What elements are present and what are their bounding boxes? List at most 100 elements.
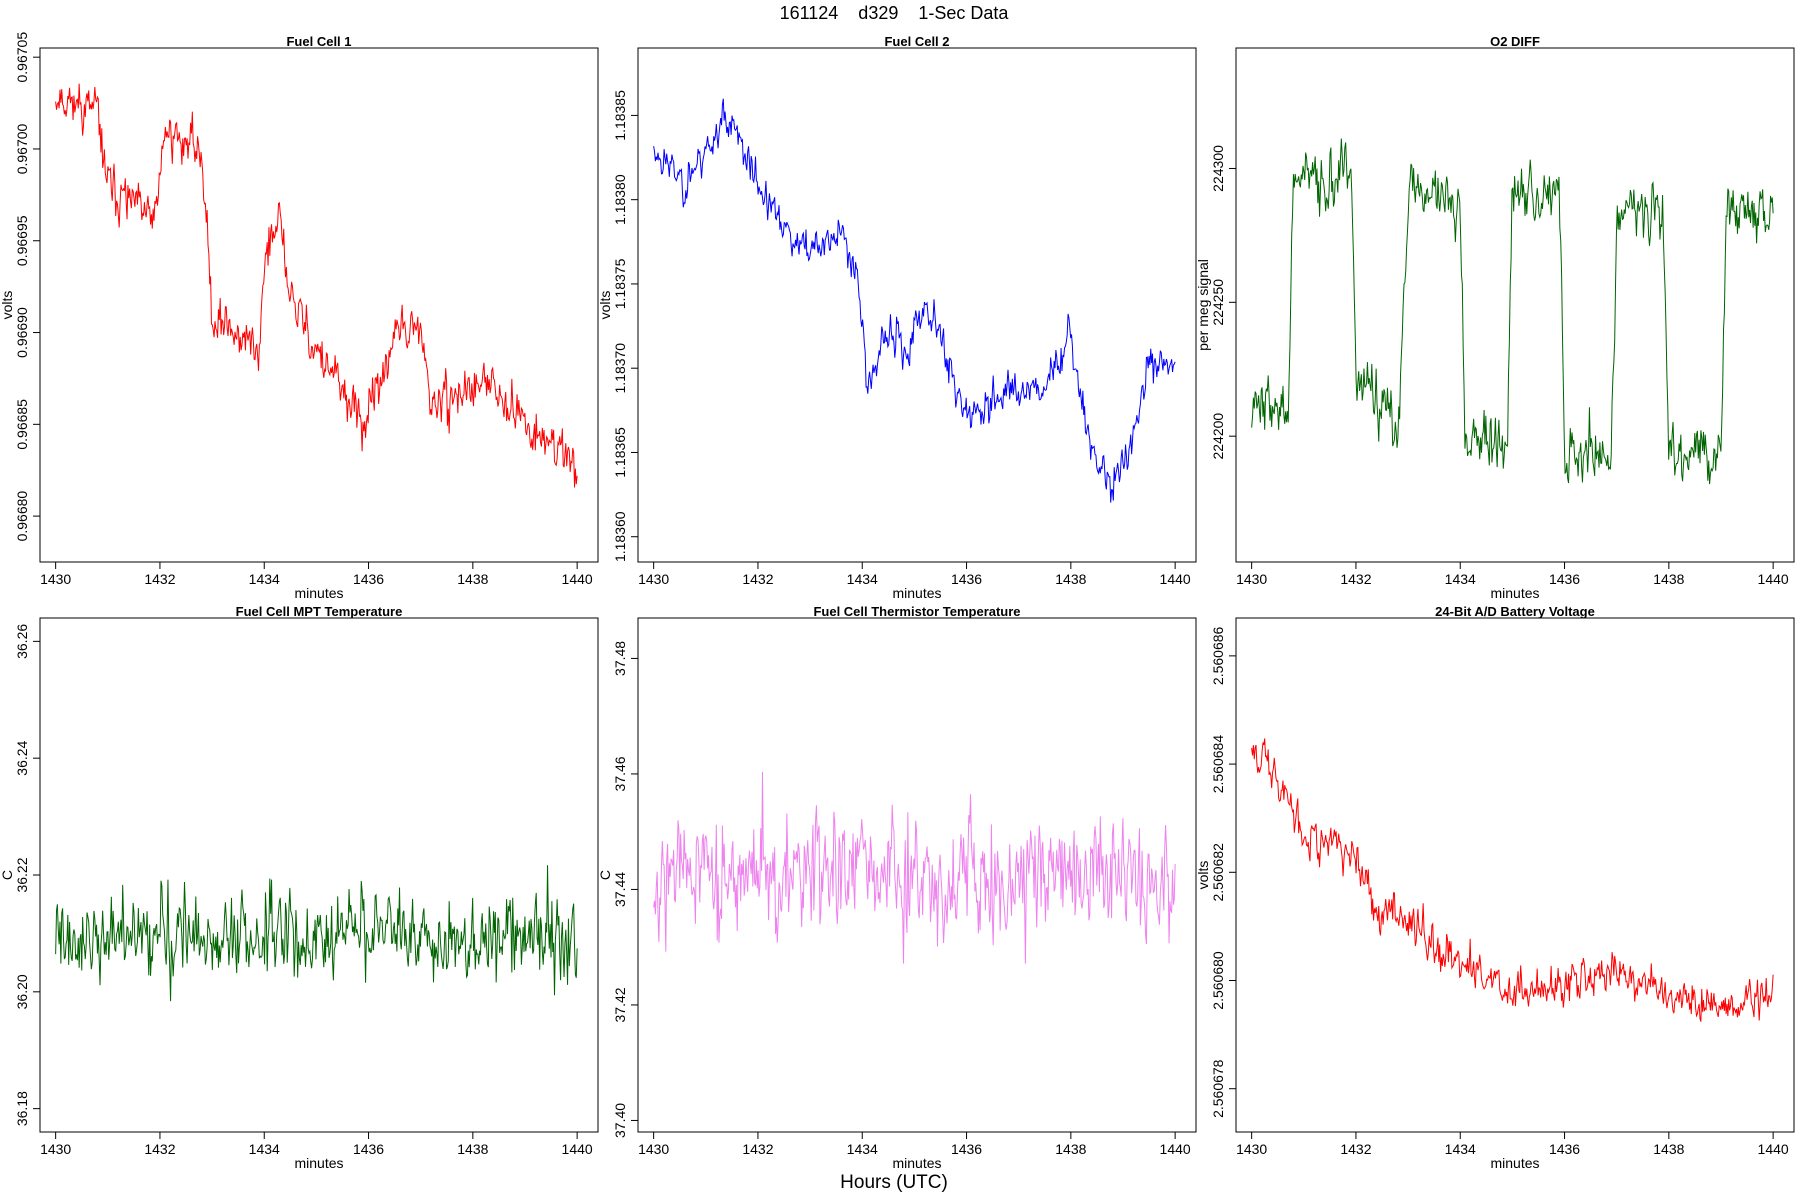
y-tick-label: 0.96695 (14, 215, 30, 266)
x-tick-label: 1440 (562, 1141, 593, 1157)
series-line (55, 83, 578, 488)
y-tick-label: 36.24 (14, 740, 30, 775)
y-tick-label: 37.42 (612, 987, 628, 1022)
x-tick-label: 1436 (1549, 571, 1580, 587)
figure-bottom-label: Hours (UTC) (840, 1172, 948, 1193)
x-tick-label: 1432 (144, 571, 175, 587)
chart-panel-4: Fuel Cell MPT Temperature 1430 1432 1434 143… (0, 604, 599, 1171)
x-tick-label: 1430 (638, 571, 669, 587)
y-tick-label: 37.46 (612, 756, 628, 791)
y-tick-label: 36.18 (14, 1091, 30, 1126)
chart-panel-3: O2 DIFF 1430 1432 1434 1436 1438 1440 minutes 22… (1195, 34, 1795, 601)
x-tick-label: 1430 (1236, 571, 1267, 587)
x-tick-label: 1430 (40, 1141, 71, 1157)
x-tick-label: 1434 (847, 1141, 878, 1157)
y-tick-label: 2.560686 (1210, 626, 1226, 685)
y-tick-label: 2.560680 (1210, 951, 1226, 1010)
y-axis-label: volts (1195, 861, 1211, 890)
series-line (653, 771, 1176, 964)
figure-suptitle: 161124 d329 1-Sec Data (780, 3, 1010, 23)
x-tick-label: 1434 (1445, 571, 1476, 587)
x-tick-label: 1434 (249, 571, 280, 587)
panel-title: Fuel Cell 1 (286, 34, 351, 49)
panel-grid: Fuel Cell 1 1430 1432 1434 1436 1438 1440 minut… (0, 32, 1795, 1171)
x-axis-label: minutes (1490, 1155, 1539, 1171)
x-tick-label: 1434 (249, 1141, 280, 1157)
y-tick-label: 1.18385 (612, 90, 628, 141)
y-tick-label: 1.18370 (612, 343, 628, 394)
panel-title: 24-Bit A/D Battery Voltage (1435, 604, 1595, 619)
chart-panel-2: Fuel Cell 2 1430 1432 1434 1436 1438 1440 minut… (597, 34, 1197, 601)
y-tick-label: 1.18380 (612, 174, 628, 225)
x-tick-label: 1440 (1758, 571, 1789, 587)
y-tick-label: 36.20 (14, 974, 30, 1009)
series-line (1251, 138, 1774, 485)
x-axis-label: minutes (892, 585, 941, 601)
x-tick-label: 1438 (457, 571, 488, 587)
y-axis-label: C (597, 870, 613, 880)
x-tick-label: 1440 (562, 571, 593, 587)
y-tick-label: 2.560682 (1210, 843, 1226, 902)
x-tick-label: 1434 (847, 571, 878, 587)
x-tick-label: 1434 (1445, 1141, 1476, 1157)
y-tick-label: 0.96685 (14, 399, 30, 450)
y-tick-label: 36.26 (14, 624, 30, 659)
x-tick-label: 1432 (742, 571, 773, 587)
y-tick-label: 224250 (1210, 279, 1226, 326)
x-tick-label: 1430 (1236, 1141, 1267, 1157)
y-tick-label: 37.40 (612, 1103, 628, 1138)
x-tick-label: 1430 (40, 571, 71, 587)
series-line (55, 865, 578, 1002)
panel-title: Fuel Cell Thermistor Temperature (813, 604, 1020, 619)
y-axis-label: volts (0, 291, 15, 320)
y-tick-label: 2.560678 (1210, 1059, 1226, 1118)
y-tick-label: 1.18365 (612, 427, 628, 478)
x-tick-label: 1432 (1340, 1141, 1371, 1157)
panel-title: Fuel Cell MPT Temperature (236, 604, 403, 619)
x-tick-label: 1436 (353, 571, 384, 587)
y-tick-label: 37.48 (612, 641, 628, 676)
chart-panel-5: Fuel Cell Thermistor Temperature 1430 1432… (597, 604, 1197, 1171)
x-tick-label: 1440 (1758, 1141, 1789, 1157)
y-tick-label: 0.96690 (14, 307, 30, 358)
y-axis-label: volts (597, 291, 613, 320)
x-tick-label: 1440 (1160, 1141, 1191, 1157)
x-tick-label: 1440 (1160, 571, 1191, 587)
series-line (1251, 738, 1774, 1022)
panel-title: O2 DIFF (1490, 34, 1540, 49)
x-axis-label: minutes (1490, 585, 1539, 601)
chart-panel-6: 24-Bit A/D Battery Voltage 1430 1432 1434 14… (1195, 604, 1795, 1171)
y-axis-label: C (0, 870, 15, 880)
x-axis-label: minutes (892, 1155, 941, 1171)
x-tick-label: 1430 (638, 1141, 669, 1157)
x-tick-label: 1436 (951, 571, 982, 587)
y-tick-label: 1.18375 (612, 258, 628, 309)
x-tick-label: 1438 (1055, 1141, 1086, 1157)
y-tick-label: 36.22 (14, 857, 30, 892)
x-tick-label: 1436 (1549, 1141, 1580, 1157)
y-tick-label: 1.18360 (612, 511, 628, 562)
y-tick-label: 2.560684 (1210, 735, 1226, 794)
panel-title: Fuel Cell 2 (884, 34, 949, 49)
y-tick-label: 224200 (1210, 413, 1226, 460)
y-tick-label: 224300 (1210, 145, 1226, 192)
x-tick-label: 1438 (1055, 571, 1086, 587)
y-tick-label: 0.96680 (14, 491, 30, 542)
y-tick-label: 37.44 (612, 872, 628, 907)
x-tick-label: 1436 (951, 1141, 982, 1157)
x-tick-label: 1438 (1653, 1141, 1684, 1157)
series-line (653, 98, 1176, 503)
x-tick-label: 1438 (457, 1141, 488, 1157)
x-tick-label: 1438 (1653, 571, 1684, 587)
x-tick-label: 1432 (742, 1141, 773, 1157)
y-tick-label: 0.96700 (14, 123, 30, 174)
x-axis-label: minutes (294, 1155, 343, 1171)
x-axis-label: minutes (294, 585, 343, 601)
x-tick-label: 1432 (144, 1141, 175, 1157)
y-tick-label: 0.96705 (14, 32, 30, 83)
x-tick-label: 1436 (353, 1141, 384, 1157)
chart-panel-1: Fuel Cell 1 1430 1432 1434 1436 1438 1440 minut… (0, 32, 599, 601)
x-tick-label: 1432 (1340, 571, 1371, 587)
